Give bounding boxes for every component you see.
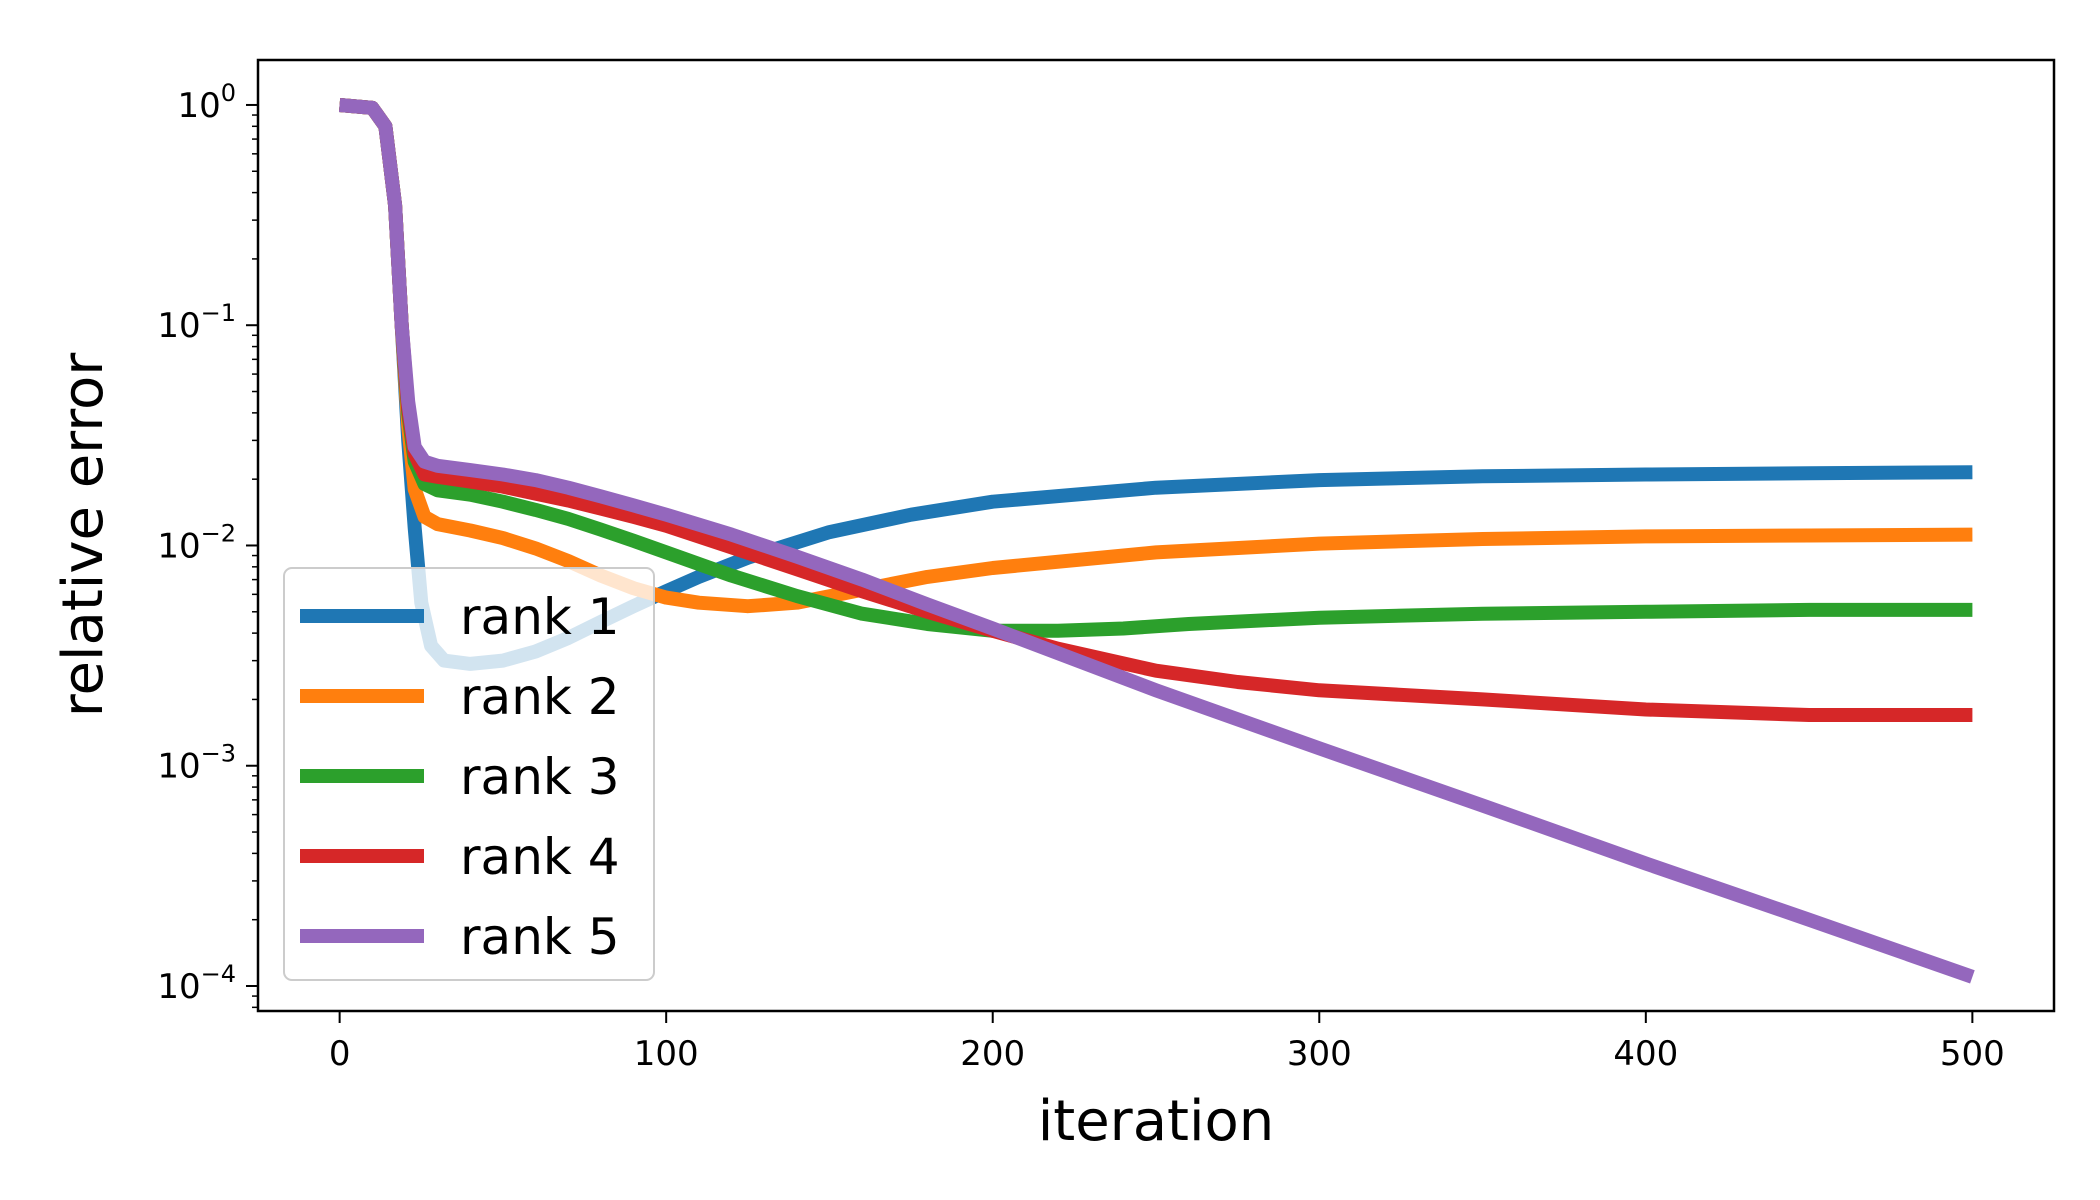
x-tick-label: 400 (1613, 1034, 1678, 1074)
y-tick-exponent: −4 (201, 960, 236, 988)
y-tick-exponent: −1 (201, 299, 236, 327)
y-tick-label: 10−2 (157, 519, 236, 566)
y-tick-base: 10 (157, 747, 200, 787)
legend: rank 1 rank 2 rank 3 rank 4 rank 5 (283, 567, 655, 981)
y-tick-label: 100 (177, 79, 236, 126)
y-tick-exponent: −3 (201, 740, 236, 768)
plot-frame (256, 58, 2056, 1013)
x-tick-label: 200 (960, 1034, 1025, 1074)
x-tick-label: 0 (329, 1034, 351, 1074)
y-axis-title: relative error (51, 352, 116, 718)
y-tick-base: 10 (157, 306, 200, 346)
x-axis-title: iteration (1038, 1089, 1275, 1154)
y-tick-base: 10 (177, 86, 220, 126)
y-tick-base: 10 (157, 526, 200, 566)
legend-label-rank-1: rank 1 (460, 588, 620, 646)
x-tick-label: 500 (1940, 1034, 2005, 1074)
y-tick-label: 10−1 (157, 299, 236, 346)
legend-label-rank-4: rank 4 (460, 828, 620, 886)
series-line-rank-5 (338, 98, 1975, 984)
legend-box (283, 567, 655, 981)
x-tick-label: 300 (1287, 1034, 1352, 1074)
x-axis: 0 100 200 300 400 500 (329, 1011, 2005, 1074)
x-tick-label: 100 (634, 1034, 699, 1074)
legend-label-rank-5: rank 5 (460, 908, 620, 966)
legend-label-rank-3: rank 3 (460, 748, 620, 806)
y-tick-label: 10−4 (157, 960, 236, 1007)
y-tick-label: 10−3 (157, 740, 236, 787)
y-tick-exponent: 0 (221, 79, 236, 107)
y-tick-exponent: −2 (201, 519, 236, 547)
legend-label-rank-2: rank 2 (460, 668, 620, 726)
y-tick-base: 10 (157, 967, 200, 1007)
